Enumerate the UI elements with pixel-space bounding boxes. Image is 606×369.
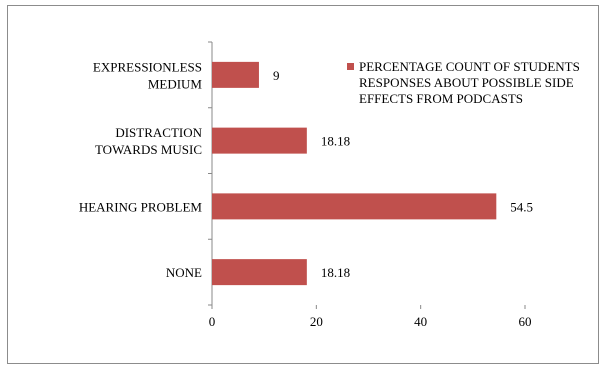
- category-label: EXPRESSIONLESS: [93, 59, 202, 74]
- bar: [212, 61, 259, 88]
- x-tick-label: 0: [209, 314, 216, 329]
- legend-swatch: [347, 63, 354, 70]
- category-label: NONE: [166, 265, 202, 280]
- bar: [212, 127, 307, 154]
- category-label: TOWARDS MUSIC: [95, 142, 202, 157]
- x-tick-label: 60: [519, 314, 532, 329]
- category-label: MEDIUM: [148, 76, 203, 91]
- x-tick-label: 20: [310, 314, 323, 329]
- category-label: HEARING PROBLEM: [79, 199, 203, 214]
- category-label: DISTRACTION: [115, 125, 202, 140]
- chart-frame: [7, 5, 599, 364]
- x-tick-label: 40: [414, 314, 427, 329]
- label-layer: 0 20 40 60 18.18 NONE 54.5 HEARING PROBLEM 18.18…: [79, 59, 533, 329]
- bar: [212, 259, 307, 286]
- data-label: 54.5: [510, 199, 533, 214]
- data-label: 9: [273, 68, 280, 83]
- legend: PERCENTAGE COUNT OF STUDENTS RESPONSES A…: [347, 59, 597, 107]
- data-label: 18.18: [321, 134, 350, 149]
- bar: [212, 193, 497, 220]
- legend-label: PERCENTAGE COUNT OF STUDENTS RESPONSES A…: [359, 59, 580, 106]
- bar-layer: [212, 61, 497, 286]
- data-label: 18.18: [321, 265, 350, 280]
